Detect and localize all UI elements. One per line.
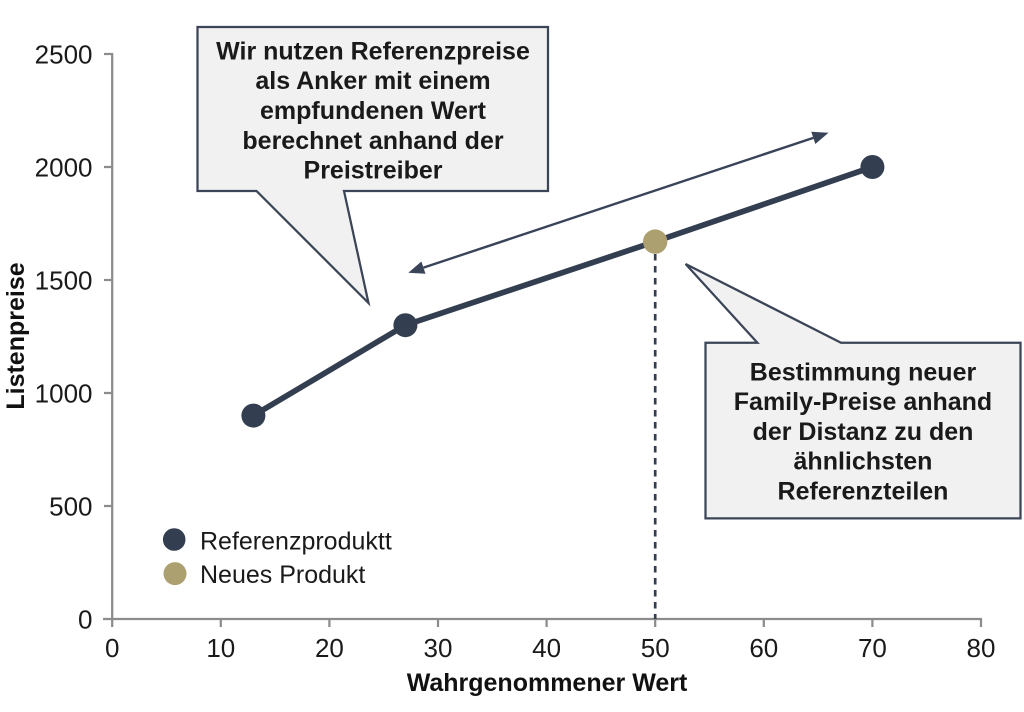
svg-text:0: 0 xyxy=(78,604,92,634)
svg-text:10: 10 xyxy=(206,633,235,663)
svg-text:0: 0 xyxy=(105,633,119,663)
svg-text:Preistreiber: Preistreiber xyxy=(304,157,443,185)
svg-text:20: 20 xyxy=(315,633,344,663)
svg-text:empfundenen Wert: empfundenen Wert xyxy=(260,97,487,125)
svg-text:70: 70 xyxy=(858,633,887,663)
svg-text:Wahrgenommener Wert: Wahrgenommener Wert xyxy=(407,669,688,697)
svg-text:30: 30 xyxy=(424,633,453,663)
svg-text:500: 500 xyxy=(49,491,92,521)
svg-text:Family-Preise anhand: Family-Preise anhand xyxy=(734,388,992,416)
svg-text:der Distanz zu den: der Distanz zu den xyxy=(753,418,974,446)
svg-text:berechnet anhand der: berechnet anhand der xyxy=(242,127,503,155)
svg-text:1500: 1500 xyxy=(35,265,93,295)
svg-text:Neues Produkt: Neues Produkt xyxy=(200,561,365,589)
svg-text:ähnlichsten: ähnlichsten xyxy=(794,448,933,476)
svg-text:als Anker mit einem: als Anker mit einem xyxy=(255,67,490,95)
svg-text:50: 50 xyxy=(641,633,670,663)
svg-text:Referenzteilen: Referenzteilen xyxy=(778,477,949,505)
svg-text:1000: 1000 xyxy=(35,378,93,408)
svg-text:Bestimmung neuer: Bestimmung neuer xyxy=(750,359,977,387)
svg-text:2000: 2000 xyxy=(35,152,93,182)
svg-text:80: 80 xyxy=(967,633,996,663)
svg-text:40: 40 xyxy=(532,633,561,663)
svg-text:60: 60 xyxy=(749,633,778,663)
svg-text:2500: 2500 xyxy=(35,39,93,69)
svg-text:Referenzproduktt: Referenzproduktt xyxy=(200,528,392,556)
svg-text:Listenpreise: Listenpreise xyxy=(2,262,30,409)
svg-text:Wir nutzen Referenzpreise: Wir nutzen Referenzpreise xyxy=(216,37,530,65)
